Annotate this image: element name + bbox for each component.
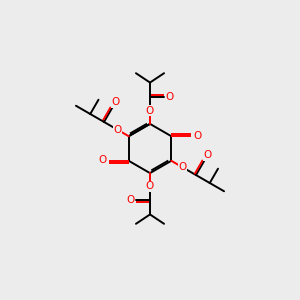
Text: O: O [193,130,202,141]
Text: O: O [165,92,173,102]
Text: O: O [127,195,135,206]
Text: O: O [146,182,154,191]
Text: O: O [146,106,154,116]
Text: O: O [98,155,107,165]
Text: O: O [111,97,119,107]
Text: O: O [113,124,122,135]
Text: O: O [178,162,187,172]
Text: O: O [203,150,212,160]
